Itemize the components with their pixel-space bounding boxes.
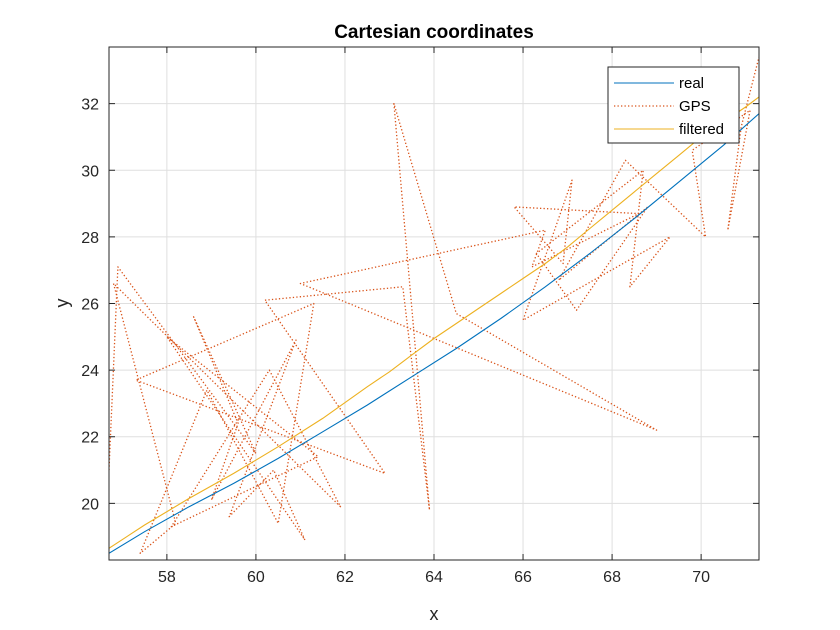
x-tick-label: 60 <box>247 569 265 586</box>
x-axis-label: x <box>430 604 439 624</box>
y-tick-label: 22 <box>81 430 99 447</box>
x-tick-label: 68 <box>603 569 621 586</box>
y-axis-label: y <box>52 299 72 308</box>
legend-label-gps: GPS <box>679 98 711 115</box>
legend: real GPS filtered <box>607 66 740 144</box>
x-tick-label: 70 <box>692 569 710 586</box>
legend-box <box>607 66 740 144</box>
chart-title: Cartesian coordinates <box>334 22 534 43</box>
x-tick-label: 64 <box>425 569 443 586</box>
series-layer <box>109 56 759 554</box>
axis-ticks: 58 60 62 64 66 68 70 20 22 24 26 28 30 32 <box>81 47 759 586</box>
y-tick-label: 30 <box>81 163 99 180</box>
y-tick-label: 20 <box>81 496 99 513</box>
y-tick-label: 24 <box>81 363 99 380</box>
legend-label-filtered: filtered <box>679 121 724 138</box>
x-tick-label: 58 <box>158 569 176 586</box>
y-tick-label: 32 <box>81 97 99 114</box>
series-line-filtered <box>109 96 759 549</box>
x-tick-label: 66 <box>514 569 532 586</box>
x-tick-label: 62 <box>336 569 354 586</box>
y-tick-label: 26 <box>81 297 99 314</box>
y-tick-label: 28 <box>81 230 99 247</box>
series-line-real <box>109 113 759 554</box>
legend-label-real: real <box>679 75 704 92</box>
